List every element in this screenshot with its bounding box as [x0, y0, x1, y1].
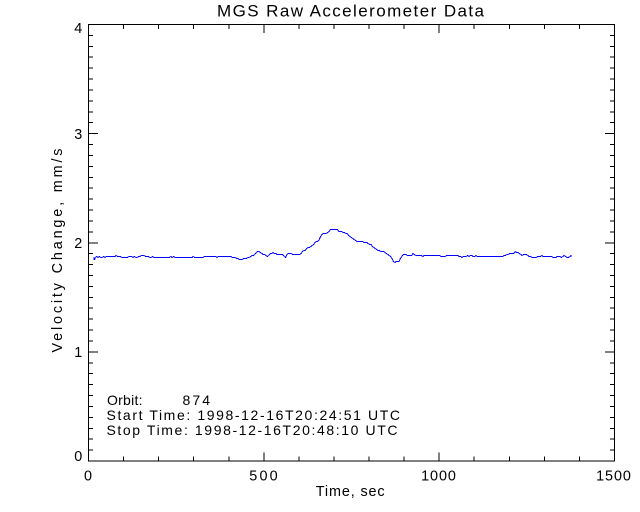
svg-text:1000: 1000 [421, 468, 456, 484]
svg-text:Velocity Change, mm/s: Velocity Change, mm/s [50, 148, 66, 352]
svg-text:0: 0 [84, 468, 92, 484]
svg-text:4: 4 [74, 21, 82, 37]
svg-text:0: 0 [74, 449, 82, 465]
svg-text:1500: 1500 [596, 468, 631, 484]
svg-text:MGS Raw Accelerometer Data: MGS Raw Accelerometer Data [217, 2, 485, 21]
svg-text:874: 874 [183, 392, 211, 408]
svg-text:2: 2 [74, 236, 82, 252]
svg-text:3: 3 [74, 127, 82, 143]
svg-text:Time, sec: Time, sec [316, 484, 385, 500]
svg-text:Stop Time: 1998-12-16T20:48:10: Stop Time: 1998-12-16T20:48:10 UTC [107, 422, 398, 438]
svg-text:Start Time: 1998-12-16T20:24:5: Start Time: 1998-12-16T20:24:51 UTC [107, 407, 401, 423]
svg-text:500: 500 [249, 468, 277, 484]
svg-text:1: 1 [74, 345, 82, 361]
svg-text:Orbit:: Orbit: [107, 392, 143, 408]
